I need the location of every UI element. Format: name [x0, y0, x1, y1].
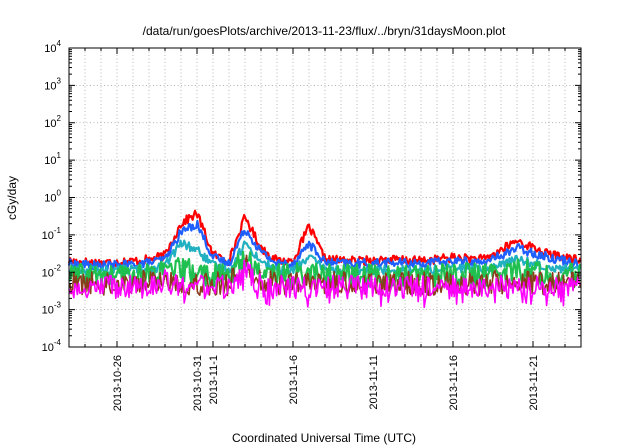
series-line: [68, 254, 581, 297]
y-tick-label: 100: [44, 189, 61, 205]
series-line: [67, 219, 581, 272]
y-tick-label: 104: [44, 39, 61, 55]
x-tick-label: 2013-11-16: [448, 355, 460, 410]
y-axis-label: cGy/day: [5, 176, 19, 220]
y-tick-label: 103: [44, 76, 61, 92]
grid: [69, 48, 581, 347]
y-tick-label: 10-2: [42, 263, 62, 279]
x-tick-label: 2013-11-21: [528, 355, 540, 410]
y-tick-label: 10-1: [42, 226, 62, 242]
y-tick-label: 10-3: [42, 301, 62, 317]
x-tick-label: 2013-11-1: [208, 355, 220, 404]
x-tick-label: 2013-10-31: [192, 355, 204, 411]
y-axis: 10-4 10-3 10-2 10-1 100 101 102 103 104: [42, 39, 581, 354]
chart-title: /data/run/goesPlots/archive/2013-11-23/f…: [143, 24, 506, 38]
x-tick-label: 2013-11-6: [288, 355, 300, 404]
y-tick-label: 101: [44, 151, 61, 167]
y-tick-label: 102: [44, 114, 61, 130]
series-group: [67, 209, 582, 308]
x-tick-label: 2013-11-11: [368, 355, 380, 410]
y-tick-label: 10-4: [42, 338, 62, 354]
x-tick-label: 2013-10-26: [112, 355, 124, 411]
x-axis-label: Coordinated Universal Time (UTC): [232, 431, 416, 445]
x-axis: 2013-10-26 2013-10-31 2013-11-1 2013-11-6 20…: [68, 48, 582, 411]
series-line: [68, 259, 581, 308]
